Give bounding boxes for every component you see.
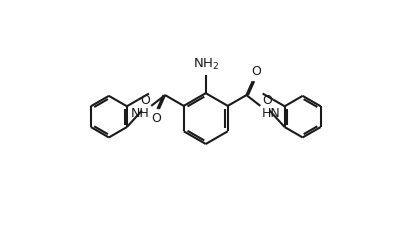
Text: HN: HN: [261, 107, 280, 120]
Text: O: O: [139, 94, 149, 107]
Text: O: O: [251, 65, 261, 78]
Text: NH: NH: [131, 107, 149, 120]
Text: O: O: [151, 112, 160, 125]
Text: NH$_2$: NH$_2$: [192, 57, 218, 72]
Text: O: O: [261, 94, 271, 107]
